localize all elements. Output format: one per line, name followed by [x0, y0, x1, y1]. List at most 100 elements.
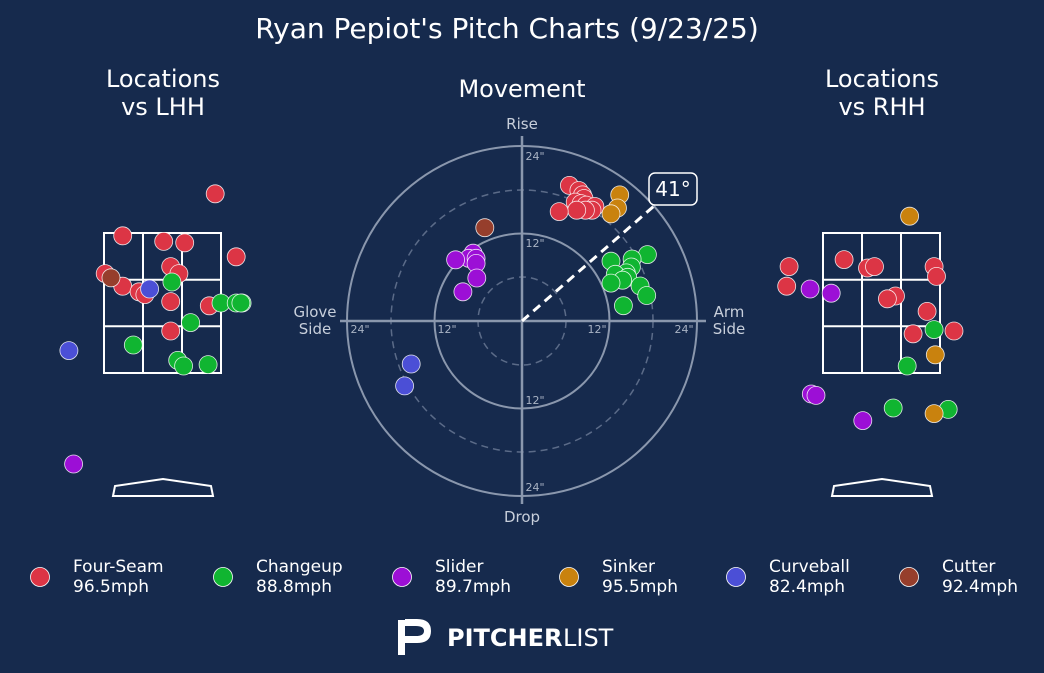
movement-point-changeup: [637, 286, 657, 305]
pitch-point-slider: [821, 283, 841, 303]
pitch-point-four-seam: [113, 226, 133, 246]
pitch-point-cutter: [101, 268, 121, 288]
movement-point-slider: [467, 268, 487, 288]
legend-velo-cutter: 92.4mph: [942, 577, 1018, 597]
legend-swatch-curveball: [726, 567, 746, 587]
pitch-point-sinker: [924, 404, 944, 424]
pitch-point-changeup: [181, 313, 201, 333]
locations-lhh-panel: [59, 184, 252, 497]
pitch-point-four-seam: [161, 292, 181, 312]
pitch-point-changeup: [174, 356, 194, 376]
pitch-point-four-seam: [927, 266, 946, 286]
legend-label-sinker: Sinker: [602, 557, 655, 577]
ring-label-bottom-24: 24": [525, 481, 544, 494]
pitch-point-four-seam: [205, 184, 225, 204]
pitch-point-changeup: [924, 320, 944, 340]
pitch-point-changeup: [897, 356, 917, 376]
pitch-point-four-seam: [917, 301, 937, 321]
pitch-point-sinker: [925, 345, 945, 365]
locations-rhh-panel: [777, 206, 964, 497]
left-panel-title-line1: Locations: [106, 65, 220, 93]
arm-angle-label: 41°: [655, 177, 690, 201]
pitch-point-four-seam: [175, 233, 195, 253]
legend-label-cutter: Cutter: [942, 557, 995, 577]
pitch-point-four-seam: [779, 257, 799, 277]
movement-point-four-seam: [549, 202, 569, 222]
pitch-point-changeup: [883, 398, 903, 418]
pitch-point-four-seam: [154, 231, 174, 251]
label-glove-side-line1: Glove: [293, 303, 336, 321]
pitch-point-sinker: [900, 206, 919, 226]
pitch-point-four-seam: [865, 257, 884, 277]
pitch-point-curveball: [59, 341, 79, 361]
pitch-point-changeup: [162, 272, 182, 292]
ring-label-top-12: 12": [525, 237, 544, 250]
movement-point-slider: [446, 250, 466, 270]
movement-point-slider: [453, 282, 473, 302]
ring-label-left-24: 24": [350, 323, 369, 336]
center-panel-title: Movement: [458, 75, 585, 103]
right-panel-title-line1: Locations: [825, 65, 939, 93]
pitch-point-slider: [806, 385, 826, 405]
legend-velo-slider: 89.7mph: [435, 577, 511, 597]
movement-point-changeup: [614, 296, 633, 316]
pitcherlist-logo-mark: [398, 619, 431, 655]
brand-name-bold: PITCHER: [447, 624, 562, 652]
ring-label-left-12: 12": [437, 323, 456, 336]
pitch-point-changeup: [198, 355, 218, 375]
pitch-point-four-seam: [878, 289, 897, 309]
pitch-point-four-seam: [161, 321, 181, 341]
pitch-point-slider: [64, 454, 83, 474]
home-plate-rhh: [830, 477, 934, 497]
legend-label-changeup: Changeup: [256, 557, 343, 577]
label-arm-side-line1: Arm: [714, 303, 745, 321]
movement-point-cutter: [475, 218, 495, 238]
legend-label-slider: Slider: [435, 557, 483, 577]
legend-label-four-seam: Four-Seam: [73, 557, 164, 577]
pitch-point-slider: [800, 279, 820, 299]
pitch-point-changeup: [123, 335, 143, 355]
figure-title: Ryan Pepiot's Pitch Charts (9/23/25): [255, 12, 759, 45]
movement-point-curveball: [401, 354, 421, 374]
legend-swatch-changeup: [213, 567, 233, 587]
ring-label-right-12: 12": [587, 323, 606, 336]
pitch-point-changeup: [231, 293, 251, 313]
home-plate-lhh: [111, 477, 215, 497]
movement-point-four-seam: [567, 200, 587, 220]
ring-label-right-24: 24": [674, 323, 693, 336]
ring-labels: 24" 12" 12" 24" 24" 12" 12" 24": [350, 150, 693, 494]
pitch-point-slider: [853, 411, 873, 431]
label-glove-side-line2: Side: [299, 320, 331, 338]
pitch-point-four-seam: [226, 247, 246, 267]
movement-point-sinker: [601, 204, 621, 224]
movement-point-curveball: [395, 376, 415, 396]
legend-label-curveball: Curveball: [769, 557, 850, 577]
brand-name-light: LIST: [563, 624, 614, 652]
legend-velo-changeup: 88.8mph: [256, 577, 332, 597]
right-panel-title-line2: vs RHH: [838, 93, 925, 121]
lhh-pitch-points: [59, 184, 252, 474]
pitch-point-four-seam: [777, 276, 797, 296]
ring-label-bottom-12: 12": [525, 394, 544, 407]
legend-swatch-four-seam: [30, 567, 50, 587]
pitch-point-four-seam: [944, 321, 964, 341]
pitch-point-four-seam: [834, 250, 854, 270]
rhh-pitch-points: [777, 206, 964, 431]
legend-velo-four-seam: 96.5mph: [73, 577, 149, 597]
movement-panel: Rise Drop Glove Side Arm Side 24" 12" 12…: [293, 115, 745, 526]
legend-velo-sinker: 95.5mph: [602, 577, 678, 597]
left-panel-title-line2: vs LHH: [121, 93, 205, 121]
pitcherlist-logo: PITCHER LIST: [398, 619, 614, 655]
pitch-point-four-seam: [903, 324, 923, 344]
legend-swatch-cutter: [899, 567, 919, 587]
label-rise: Rise: [506, 115, 538, 133]
legend-swatch-sinker: [559, 567, 579, 587]
